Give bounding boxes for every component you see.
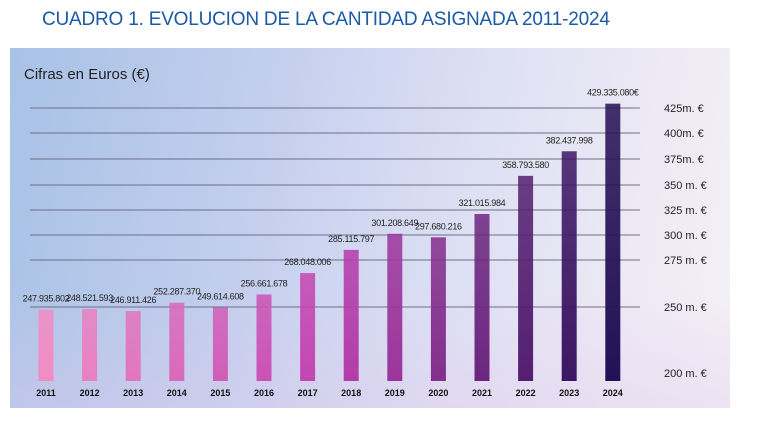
x-tick-label: 2017 xyxy=(298,388,318,398)
data-label: 321.015.984 xyxy=(459,198,506,208)
data-label: 256.661.678 xyxy=(241,278,288,288)
y-tick-label: 425m. € xyxy=(664,103,704,115)
x-tick-label: 2019 xyxy=(385,388,405,398)
chart-title: CUADRO 1. EVOLUCION DE LA CANTIDAD ASIGN… xyxy=(42,9,610,30)
x-tick-label: 2018 xyxy=(341,388,361,398)
bar-2020 xyxy=(430,237,446,381)
bar-2024 xyxy=(605,103,621,381)
x-tick-label: 2023 xyxy=(559,388,579,398)
data-label: 268.048.006 xyxy=(284,257,331,267)
x-tick-label: 2011 xyxy=(36,388,56,398)
data-label: 382.437.998 xyxy=(546,135,593,145)
bar-2015 xyxy=(212,307,228,381)
x-tick-label: 2016 xyxy=(254,388,274,398)
bar-2012 xyxy=(82,308,98,381)
data-label: 252.287.370 xyxy=(153,287,200,297)
data-label: 429.335.080€ xyxy=(587,88,639,98)
bar-2011 xyxy=(38,309,54,381)
data-label: 301.208.649 xyxy=(371,218,418,228)
data-label: 297.680.216 xyxy=(415,221,462,231)
bar-2021 xyxy=(474,213,490,381)
x-tick-label: 2015 xyxy=(210,388,230,398)
y-tick-label: 325 m. € xyxy=(664,205,707,217)
y-tick-label: 200 m. € xyxy=(664,368,707,380)
y-tick-label: 300 m. € xyxy=(664,230,707,242)
data-label: 358.793.580 xyxy=(502,160,549,170)
bar-2013 xyxy=(125,311,141,381)
y-tick-label: 350 m. € xyxy=(664,180,707,192)
data-label: 285.115.797 xyxy=(328,234,374,244)
data-label: 248.521.593 xyxy=(66,293,113,303)
data-label: 249.614.608 xyxy=(197,292,244,302)
chart-subtitle: Cifras en Euros (€) xyxy=(24,66,150,83)
y-tick-label: 275 m. € xyxy=(664,255,707,267)
x-tick-label: 2021 xyxy=(472,388,492,398)
y-tick-label: 400m. € xyxy=(664,128,704,140)
x-tick-label: 2012 xyxy=(80,388,100,398)
bar-2017 xyxy=(300,273,316,381)
x-tick-label: 2014 xyxy=(167,388,187,398)
x-tick-label: 2022 xyxy=(516,388,536,398)
x-tick-label: 2020 xyxy=(428,388,448,398)
bar-2014 xyxy=(169,302,185,381)
bar-2019 xyxy=(387,233,403,381)
x-tick-label: 2013 xyxy=(123,388,143,398)
data-label: 246.911.426 xyxy=(110,295,156,305)
bar-2023 xyxy=(561,151,577,381)
bar-2016 xyxy=(256,294,272,381)
data-label: 247.935.802 xyxy=(23,294,70,304)
bar-2018 xyxy=(343,249,359,381)
y-tick-label: 375m. € xyxy=(664,154,704,166)
y-tick-label: 250 m. € xyxy=(664,302,707,314)
x-tick-label: 2024 xyxy=(603,388,623,398)
bar-2022 xyxy=(518,175,534,381)
